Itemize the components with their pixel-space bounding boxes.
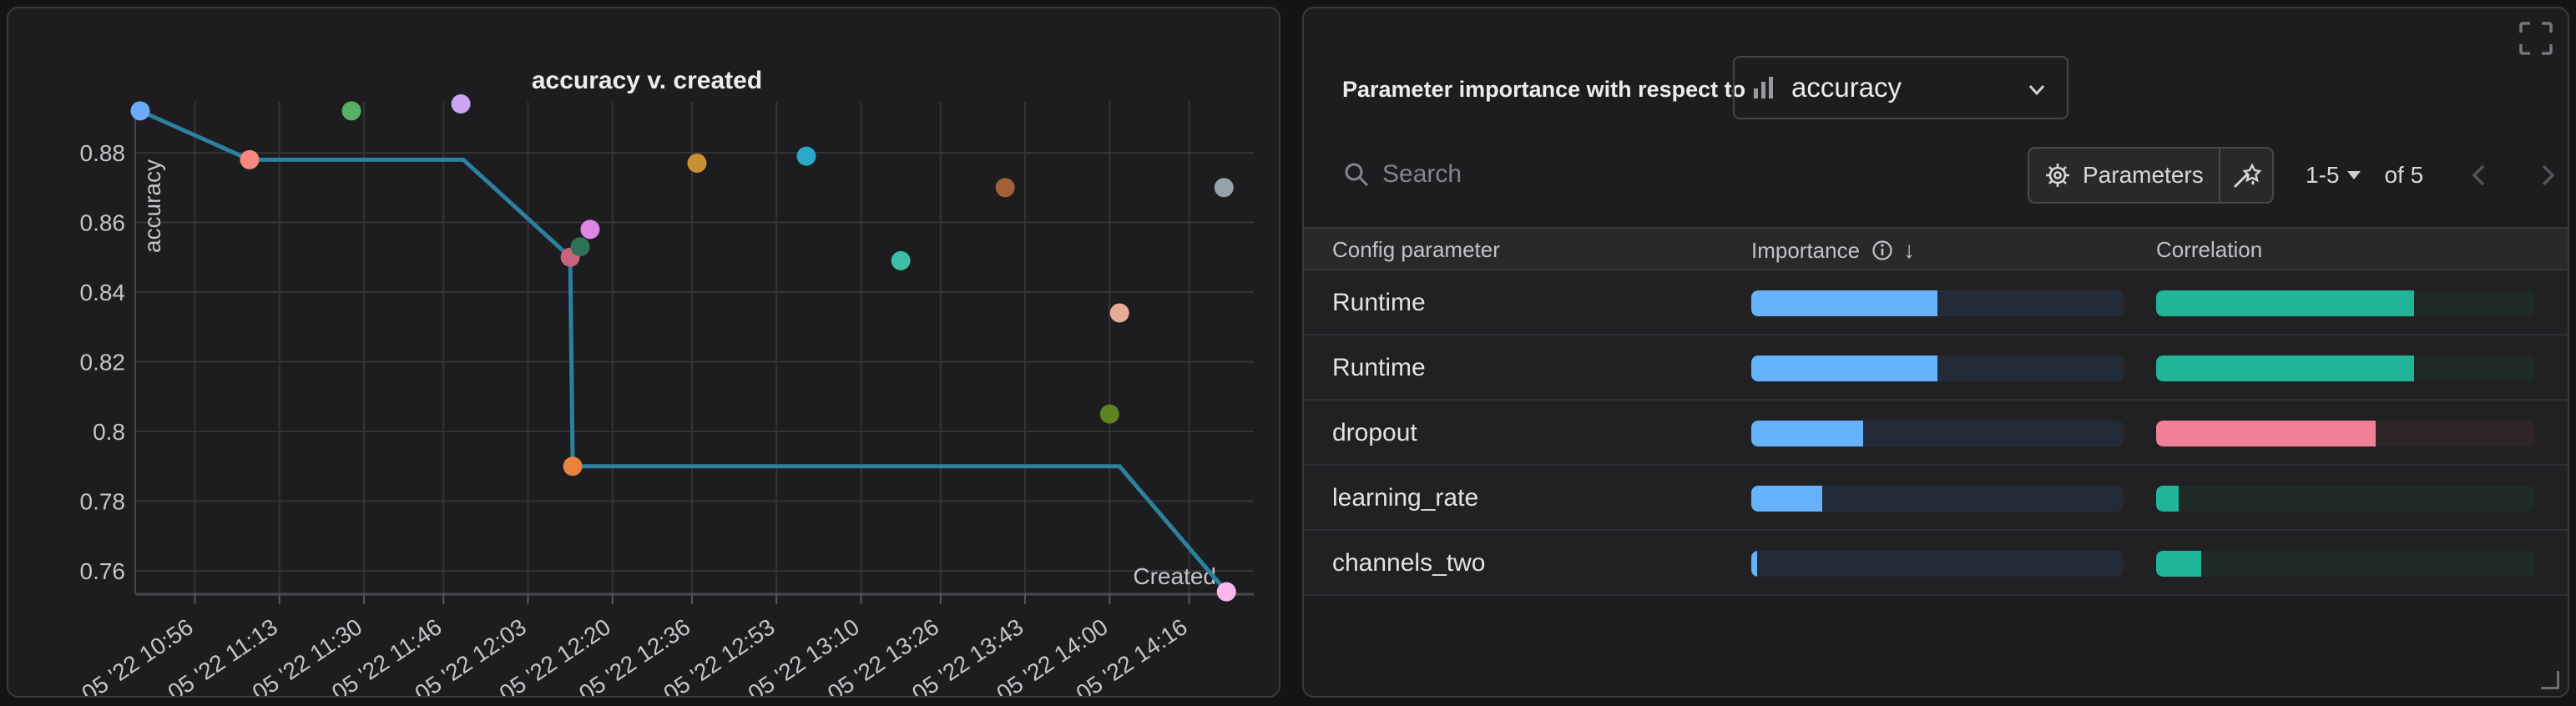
table-toolbar: Search	[1304, 142, 2568, 215]
scatter-point[interactable]	[580, 219, 600, 240]
resize-handle-icon[interactable]	[2541, 671, 2559, 689]
parameters-button[interactable]: Parameters	[2029, 149, 2220, 202]
scatter-point[interactable]	[341, 101, 361, 121]
table-header: Config parameter Importance ↓ Correlatio…	[1304, 227, 2568, 270]
panel-title: Parameter importance with respect to	[1342, 77, 1746, 102]
bar-chart-icon	[1754, 77, 1773, 98]
correlation-bar	[2156, 356, 2535, 381]
scatter-point[interactable]	[570, 237, 590, 257]
chevron-right-icon[interactable]	[2535, 161, 2560, 189]
correlation-bar	[2156, 290, 2535, 316]
parameters-button-label: Parameters	[2083, 162, 2204, 188]
magic-wand-icon	[2233, 163, 2262, 188]
scatter-point[interactable]	[1109, 303, 1129, 323]
importance-bar	[1751, 421, 2124, 446]
caret-down-icon	[2347, 171, 2361, 179]
y-tick-label: 0.88	[80, 140, 126, 166]
table-settings-group: Parameters	[2028, 147, 2274, 204]
column-correlation: Correlation	[2156, 237, 2263, 262]
importance-bar	[1751, 356, 2124, 381]
scatter-point[interactable]	[1216, 582, 1236, 602]
y-tick-label: 0.76	[80, 558, 126, 584]
y-tick-label: 0.8	[93, 419, 125, 445]
table-row[interactable]: channels_two	[1304, 531, 2568, 596]
search-icon	[1345, 163, 1369, 187]
y-tick-label: 0.78	[80, 489, 126, 515]
param-name: channels_two	[1332, 549, 1486, 577]
scatter-point[interactable]	[995, 178, 1015, 198]
importance-bar	[1751, 486, 2124, 512]
pagination: 1-5 of 5	[2306, 147, 2560, 204]
gear-icon	[2046, 164, 2069, 187]
metric-dropdown[interactable]: accuracy	[1733, 56, 2068, 119]
scatter-point[interactable]	[130, 101, 150, 121]
metric-dropdown-value: accuracy	[1791, 72, 1902, 103]
importance-bar	[1751, 290, 2124, 316]
param-name: Runtime	[1332, 354, 1426, 381]
info-icon	[1872, 240, 1892, 260]
scatter-point[interactable]	[891, 250, 911, 270]
y-axis-label: accuracy	[139, 159, 165, 253]
correlation-bar	[2156, 551, 2535, 577]
search-placeholder: Search	[1382, 160, 1462, 188]
search-input[interactable]: Search	[1342, 160, 1462, 189]
table-row[interactable]: Runtime	[1304, 335, 2568, 401]
param-name: learning_rate	[1332, 484, 1479, 512]
scatter-point[interactable]	[1099, 404, 1119, 424]
parameter-importance-panel: Parameter importance with respect to acc…	[1302, 7, 2569, 698]
scatter-point[interactable]	[451, 94, 471, 114]
fullscreen-icon[interactable]	[2518, 20, 2554, 57]
table-row[interactable]: dropout	[1304, 401, 2568, 466]
column-config-parameter: Config parameter	[1332, 237, 1500, 262]
scatter-point[interactable]	[687, 153, 707, 173]
table-row[interactable]: learning_rate	[1304, 466, 2568, 531]
chevron-down-icon	[2028, 85, 2045, 96]
y-tick-label: 0.86	[80, 209, 126, 235]
magic-wand-button[interactable]	[2220, 149, 2272, 202]
scatter-point[interactable]	[796, 146, 816, 166]
best-runs-line	[139, 108, 1229, 593]
table-row[interactable]: Runtime	[1304, 270, 2568, 335]
importance-bar	[1751, 551, 2124, 577]
param-name: dropout	[1332, 419, 1417, 446]
page-total: of 5	[2384, 162, 2424, 188]
sort-descending-icon: ↓	[1903, 237, 1916, 263]
scatter-point[interactable]	[240, 149, 260, 169]
correlation-bar	[2156, 421, 2535, 446]
y-tick-label: 0.84	[80, 280, 126, 305]
chart-title: accuracy v. created	[532, 67, 762, 94]
column-importance[interactable]: Importance ↓	[1751, 237, 1916, 263]
scatter-point[interactable]	[1214, 178, 1234, 198]
scatter-point[interactable]	[563, 456, 583, 477]
correlation-bar	[2156, 486, 2535, 512]
page-range-dropdown[interactable]: 1-5	[2306, 162, 2361, 189]
x-axis-label: Created	[1133, 563, 1216, 589]
param-name: Runtime	[1332, 289, 1426, 316]
accuracy-chart-panel: 0.88 0.86 0.84 0.82 0.8 0.78 0.76 Jan 05 '22 10…	[7, 7, 1280, 706]
chevron-left-icon[interactable]	[2467, 161, 2492, 189]
y-tick-label: 0.82	[80, 349, 126, 375]
